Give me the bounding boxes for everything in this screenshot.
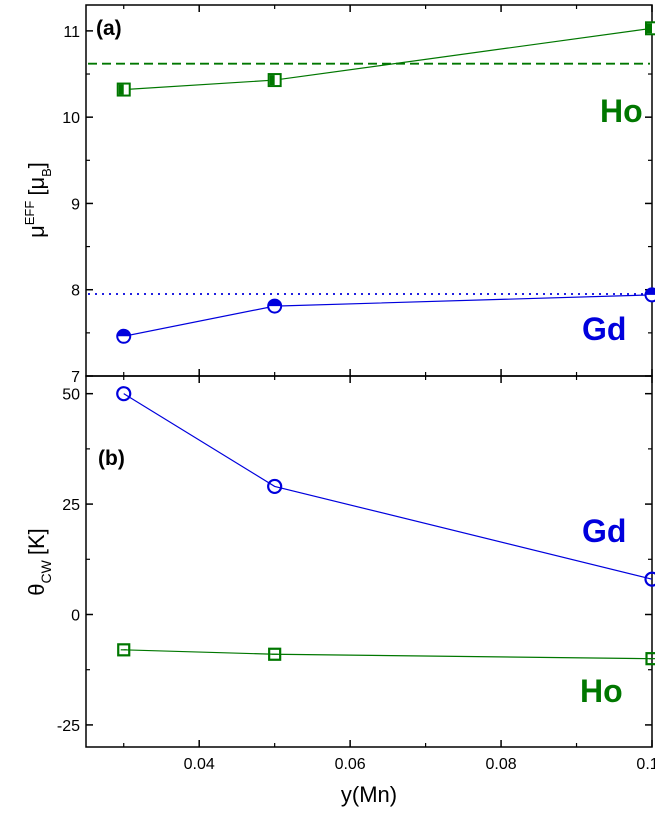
series-label-gd: Gd bbox=[582, 513, 626, 549]
data-point-gd bbox=[267, 298, 283, 314]
x-tick-label: 0.06 bbox=[335, 756, 366, 773]
panel-a: 7 8 9 10 11 Ho Gd (a) bbox=[62, 4, 655, 386]
data-point-ho bbox=[117, 643, 131, 657]
axes-titles: μEFF[μB] θCW[K] y(Mn) bbox=[22, 162, 397, 807]
y-tick-label: 25 bbox=[62, 497, 80, 514]
data-point-ho bbox=[116, 82, 131, 97]
data-point-ho bbox=[645, 21, 655, 36]
y-tick-label: 10 bbox=[62, 110, 80, 127]
data-point-ho bbox=[267, 73, 282, 88]
panel-label: (b) bbox=[98, 447, 125, 470]
y-tick-label: 9 bbox=[71, 196, 80, 213]
y-tick-label: -25 bbox=[57, 718, 80, 735]
y-tick-label: 8 bbox=[71, 283, 80, 300]
y-tick-label: 50 bbox=[62, 387, 80, 404]
series-line-ho bbox=[123, 27, 653, 91]
data-point-gd bbox=[267, 478, 283, 495]
series-line-ho bbox=[123, 649, 653, 660]
plot-frame bbox=[85, 375, 653, 748]
series-label-ho: Ho bbox=[600, 93, 643, 129]
x-tick-label: 0.04 bbox=[184, 756, 215, 773]
data-point-ho bbox=[645, 652, 655, 666]
y-tick-label: 11 bbox=[63, 24, 80, 41]
data-point-ho bbox=[268, 647, 282, 661]
y-axis-title-a: μEFF[μB] bbox=[22, 162, 54, 238]
series-line-gd bbox=[123, 393, 653, 580]
y-axis-title-b: θCW[K] bbox=[24, 528, 54, 595]
x-tick-label: 0.10 bbox=[636, 756, 655, 773]
y-tick-label: 0 bbox=[71, 608, 80, 625]
panel-label: (a) bbox=[96, 17, 122, 40]
x-tick-label: 0.08 bbox=[485, 756, 516, 773]
data-point-gd bbox=[116, 386, 132, 402]
series-label-ho: Ho bbox=[580, 673, 623, 709]
series-label-gd: Gd bbox=[582, 311, 626, 347]
data-point-gd bbox=[116, 328, 132, 344]
y-tick-label: 7 bbox=[71, 369, 80, 386]
x-axis-title: y(Mn) bbox=[341, 782, 397, 807]
panel-b: -25 0 25 50 0.04 0.06 0.08 0.10 Gd Ho (b) bbox=[57, 375, 655, 773]
data-point-gd bbox=[644, 287, 655, 303]
series-line-gd bbox=[123, 294, 653, 337]
data-point-gd bbox=[644, 571, 655, 587]
plot-frame bbox=[85, 4, 653, 377]
